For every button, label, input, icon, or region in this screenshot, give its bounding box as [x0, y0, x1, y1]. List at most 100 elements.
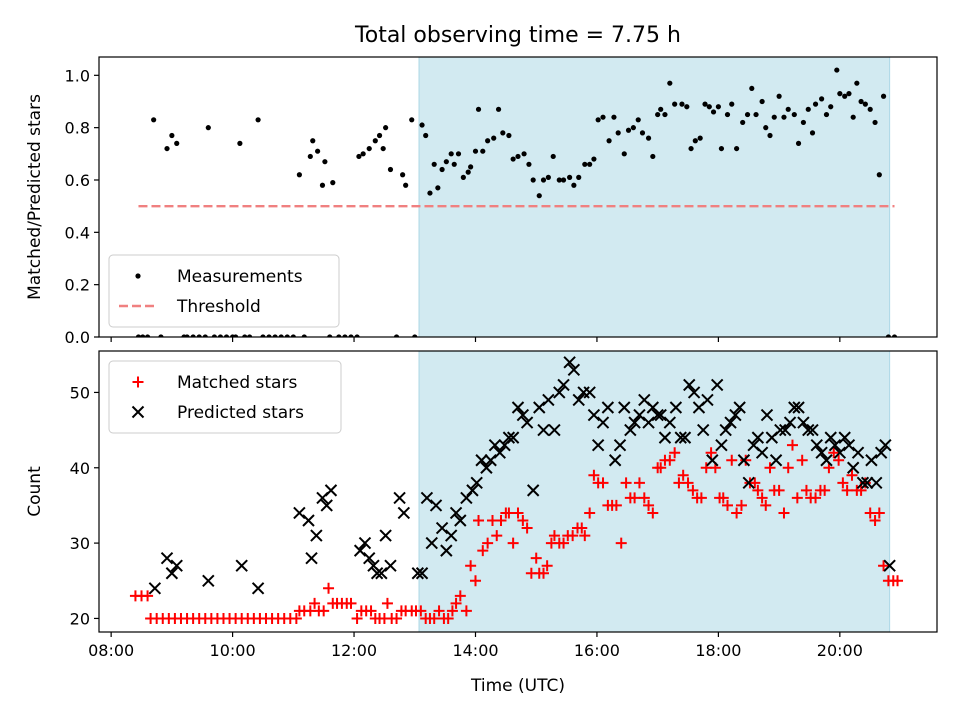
predicted-stars-point [572, 393, 585, 407]
measurement-point [135, 334, 142, 337]
x-tick-label: 20:00 [817, 641, 863, 660]
measurement-point [658, 106, 664, 112]
predicted-stars-point [838, 431, 851, 444]
predicted-stars-point [851, 446, 865, 459]
matched-stars-point [610, 499, 622, 511]
predicted-stars-point [633, 408, 646, 422]
matched-stars-point [655, 462, 667, 474]
predicted-stars-point [324, 484, 338, 497]
measurement-point [190, 334, 196, 337]
matched-stars-point [677, 469, 689, 481]
measurement-point [475, 106, 482, 112]
measurement-point [144, 334, 151, 337]
matched-stars-point [796, 454, 808, 466]
predicted-stars-point [710, 378, 724, 392]
measurement-point [266, 334, 272, 337]
measurement-point [322, 159, 328, 165]
measurement-point [435, 185, 441, 191]
x-axis-label: Time (UTC) [470, 676, 565, 696]
predicted-stars-point [618, 401, 631, 414]
predicted-stars-point [537, 423, 550, 437]
matched-stars-point [567, 530, 579, 542]
predicted-stars-point [613, 438, 627, 452]
predicted-stars-point [235, 559, 248, 572]
measurement-point [217, 334, 224, 337]
predicted-stars-point [856, 476, 870, 490]
matched-stars-point [786, 439, 798, 451]
measurement-point [472, 148, 479, 154]
predicted-stars-point [751, 431, 765, 444]
measurement-point [591, 156, 597, 162]
measurement-point [771, 114, 777, 120]
predicted-stars-point [658, 431, 672, 444]
predicted-stars-point [533, 401, 546, 414]
matched-stars-point [446, 605, 458, 617]
matched-stars-point [620, 477, 632, 489]
measurement-point [785, 106, 791, 112]
matched-stars-point [381, 597, 393, 609]
predicted-stars-point [393, 491, 406, 505]
matched-stars-point [597, 477, 609, 489]
predicted-stars-point [833, 446, 847, 459]
predicted-stars-point [860, 476, 874, 490]
predicted-stars-point [669, 401, 683, 414]
predicted-stars-point [663, 416, 677, 429]
predicted-stars-point [415, 567, 429, 580]
matched-stars-point [365, 605, 377, 617]
measurement-point [819, 96, 825, 102]
matched-stars-point [869, 515, 881, 527]
y-axis-label: Count [25, 466, 45, 517]
measurement-point [278, 334, 284, 337]
measurement-point [500, 130, 506, 136]
matched-stars-point [345, 597, 357, 609]
matched-stars-point [633, 477, 645, 489]
predicted-stars-point [435, 521, 449, 535]
predicted-stars-point [511, 401, 525, 414]
y-tick-label: 20 [70, 609, 90, 628]
measurement-point [846, 91, 852, 97]
matched-stars-point [318, 605, 330, 617]
predicted-stars-point [687, 386, 701, 399]
measurement-point [639, 130, 646, 136]
matched-stars-point [846, 469, 858, 481]
predicted-stars-point [384, 559, 397, 572]
measurement-point [301, 334, 307, 337]
predicted-stars-point [493, 446, 506, 459]
legend-label: Threshold [176, 297, 261, 317]
measurement-point [576, 174, 582, 180]
x-tick-label: 08:00 [88, 641, 134, 660]
measurement-point [842, 93, 848, 99]
predicted-stars-point [202, 574, 215, 587]
matched-stars-point [782, 462, 794, 474]
measurement-point [448, 151, 454, 157]
matched-stars-point [576, 522, 588, 534]
matched-stars-point [643, 499, 655, 511]
predicted-stars-point [783, 416, 797, 429]
predicted-stars-point [567, 363, 581, 377]
matched-stars-point [521, 522, 533, 534]
measurement-point [202, 334, 208, 337]
predicted-stars-point [870, 476, 883, 490]
y-tick-label: 0.8 [65, 119, 90, 138]
predicted-stars-point [792, 401, 805, 414]
measurement-point [409, 117, 415, 123]
measurement-point [526, 161, 532, 167]
measurement-point [767, 132, 773, 139]
measurement-point [662, 111, 668, 118]
predicted-stars-point [160, 551, 174, 565]
predicted-stars-point [449, 506, 463, 520]
matched-stars-point [512, 507, 524, 519]
x-tick-label: 14:00 [452, 641, 498, 660]
measurement-point [223, 334, 230, 337]
matched-stars-point [615, 537, 627, 549]
matched-stars-point [705, 447, 717, 459]
measurement-point [366, 145, 372, 152]
matched-stars-point [760, 499, 772, 511]
x-tick-label: 16:00 [574, 641, 620, 660]
measurement-point [679, 101, 685, 107]
predicted-stars-point [480, 461, 493, 474]
measurement-point [451, 161, 457, 167]
measurement-point [692, 138, 698, 144]
predicted-stars-point [583, 386, 596, 399]
